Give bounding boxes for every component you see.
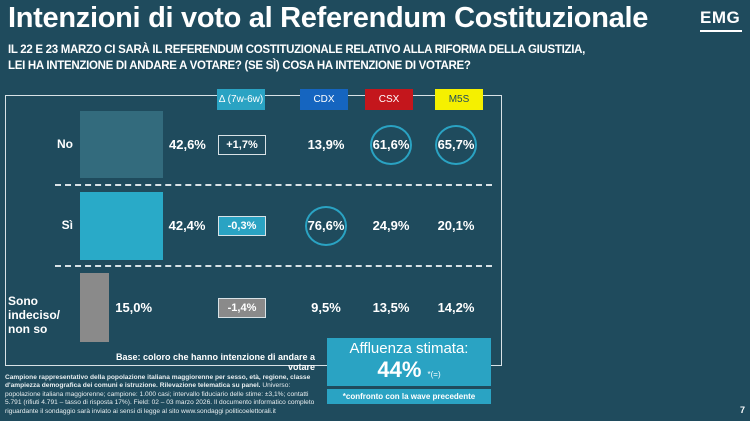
bar: [80, 192, 163, 260]
row-label: Sono indeciso/non so: [8, 294, 80, 336]
page-title: Intenzioni di voto al Referendum Costitu…: [8, 2, 649, 34]
header-m5s: M5S: [435, 89, 483, 110]
row-label: Sì: [61, 218, 73, 232]
bar: [80, 111, 163, 178]
total-value: 42,4%: [168, 218, 206, 233]
question-line-2: LEI HA INTENZIONE DI ANDARE A VOTARE? (S…: [8, 60, 471, 72]
highlight-circle: [435, 124, 477, 165]
cell-cdx: 76,6%: [307, 218, 345, 233]
cell-m5s: 65,7%: [437, 136, 475, 152]
row-label-line: Sono indeciso/: [8, 293, 61, 322]
cell-csx: 24,9%: [372, 218, 410, 233]
cell-csx: 61,6%: [372, 136, 410, 152]
cell-cdx: 9,5%: [311, 299, 341, 315]
question-line-1: IL 22 E 23 MARZO CI SARÀ IL REFERENDUM C…: [8, 44, 586, 56]
bar: [80, 273, 110, 342]
footnote-text: Universo: popolazione italiana maggioren…: [5, 382, 315, 415]
cell-m5s: 20,1%: [437, 218, 475, 233]
methodology-footnote: Campione rappresentativo della popolazio…: [5, 374, 320, 416]
turnout-value: 44%: [377, 357, 422, 382]
cell-m5s: 14,2%: [437, 299, 475, 315]
total-value: 42,6%: [169, 136, 206, 152]
row-label-line: non so: [8, 321, 48, 336]
cell-cdx: 13,9%: [307, 136, 345, 152]
header-cdx: CDX: [300, 89, 348, 110]
row-divider: [55, 265, 492, 267]
delta-box: -0,3%: [218, 216, 266, 236]
turnout-box: Affluenza stimata: 44% *(=): [327, 338, 491, 386]
comparison-note: *confronto con la wave precedente: [327, 389, 491, 404]
highlight-circle: [370, 124, 412, 165]
turnout-label: Affluenza stimata:: [349, 340, 469, 357]
footnote-bold: Campione rappresentativo della popolazio…: [5, 374, 311, 390]
row-label: No: [57, 136, 73, 151]
total-value: 15,0%: [115, 299, 153, 315]
turnout-value-wrap: 44% *(=): [327, 357, 491, 383]
page-number: 7: [740, 405, 746, 415]
delta-box: +1,7%: [218, 134, 266, 155]
highlight-circle: [305, 206, 347, 246]
delta-box: -1,4%: [218, 297, 266, 318]
header-delta: Δ (7w-6w): [217, 89, 265, 110]
turnout-note: *(=): [427, 370, 441, 379]
header-csx: CSX: [365, 89, 413, 110]
emg-logo: EMG: [700, 8, 741, 27]
logo-underline: [700, 30, 742, 32]
base-note: Base: coloro che hanno intenzione di and…: [115, 352, 315, 372]
row-divider: [55, 184, 492, 186]
cell-csx: 13,5%: [372, 299, 410, 315]
